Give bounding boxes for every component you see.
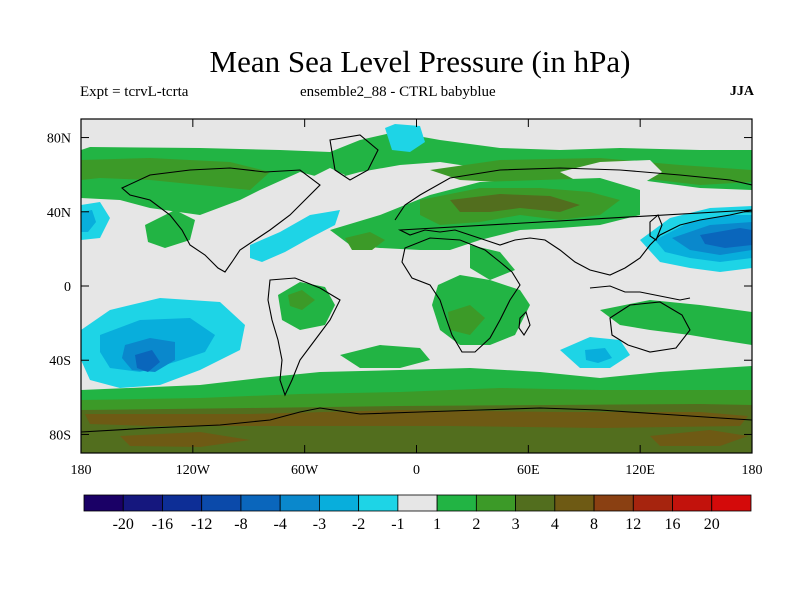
- coastlines: [81, 134, 752, 433]
- coast-madagascar: [518, 310, 531, 337]
- field-sindian-mid: [585, 348, 612, 363]
- colorbar-swatch: [358, 494, 399, 512]
- colorbar-swatch: [279, 494, 320, 512]
- field-eurasia-darker: [450, 194, 580, 212]
- colorbar-label: 16: [665, 516, 681, 533]
- colorbar-swatch: [397, 494, 438, 512]
- colorbar-label: 20: [704, 516, 720, 533]
- field-atlantic-dark: [345, 232, 385, 250]
- lon-tick-label: 120E: [625, 463, 655, 478]
- colorbar: -20 -16 -12 -8 -4 -3 -2 -1 1 2 3 4 8 12 16 20: [83, 494, 752, 533]
- colorbar-label: 1: [433, 516, 441, 533]
- field-sepacific-deepest: [135, 350, 160, 372]
- field-arctic-band: [81, 132, 752, 215]
- colorbar-swatch: [475, 494, 516, 512]
- lon-tick-label: 180: [71, 463, 92, 478]
- field-samerica-dark: [288, 290, 315, 310]
- ensemble-label: ensemble2_88 - CTRL babyblue: [300, 84, 496, 100]
- colorbar-label: -12: [191, 516, 212, 533]
- lon-tick-label: 0: [413, 463, 420, 478]
- field-east-africa: [470, 245, 515, 280]
- colorbar-swatch: [515, 494, 556, 512]
- field-npacific-west-mid: [81, 210, 96, 232]
- colorbar-swatch: [672, 494, 713, 512]
- lon-tick-label: 60W: [291, 463, 319, 478]
- coast-antarctica: [81, 407, 752, 433]
- field-natlantic-cyan: [250, 210, 340, 262]
- experiment-label: Expt = tcrvL-tcrta: [80, 84, 189, 100]
- chart-title: Mean Sea Level Pressure (in hPa): [209, 44, 631, 79]
- coast-greenland: [329, 134, 379, 181]
- colorbar-label: 12: [625, 516, 641, 533]
- colorbar-swatch: [319, 494, 360, 512]
- season-label: JJA: [729, 84, 754, 99]
- field-npacific-east-deepest: [700, 228, 752, 248]
- colorbar-label: -8: [234, 516, 247, 533]
- field-africa-dark: [448, 305, 485, 335]
- coast-indonesia: [589, 285, 691, 301]
- colorbar-label: -4: [274, 516, 287, 533]
- coast-africa: [401, 237, 521, 353]
- axis-ticks: 80N 40N 0 40S 80S 180 120W 60W 0 60E 120E 180: [47, 119, 763, 478]
- colorbar-swatch: [632, 494, 673, 512]
- field-arctic-dark-1: [81, 158, 270, 190]
- colorbar-label: -16: [152, 516, 173, 533]
- field-australia-green: [600, 300, 752, 345]
- field-southern-brown: [85, 410, 748, 428]
- colorbar-label: -2: [352, 516, 365, 533]
- field-pacific-green: [145, 210, 195, 248]
- lat-tick-label: 40S: [49, 354, 71, 369]
- colorbar-swatch: [162, 494, 203, 512]
- lat-tick-label: 80N: [47, 132, 71, 147]
- field-southern-brown-2: [120, 432, 250, 447]
- lat-tick-label: 80S: [49, 428, 71, 443]
- lon-tick-label: 60E: [517, 463, 540, 478]
- field-satlantic-green: [340, 345, 430, 368]
- colorbar-label: 8: [590, 516, 598, 533]
- colorbar-label: -20: [113, 516, 134, 533]
- colorbar-label: -3: [313, 516, 326, 533]
- lat-tick-label: 0: [64, 280, 71, 295]
- colorbar-label: 3: [512, 516, 520, 533]
- field-gap-2: [310, 168, 345, 188]
- colorbar-label: 4: [551, 516, 559, 533]
- coast-japan: [649, 214, 663, 241]
- colorbar-swatch: [83, 494, 124, 512]
- lon-tick-label: 120W: [176, 463, 211, 478]
- coast-australia: [609, 301, 691, 353]
- colorbar-swatch: [554, 494, 595, 512]
- colorbar-swatch: [240, 494, 281, 512]
- colorbar-swatch: [593, 494, 634, 512]
- lon-tick-label: 180: [742, 463, 763, 478]
- pressure-anomaly-fields: [81, 124, 752, 453]
- colorbar-swatch: [122, 494, 163, 512]
- colorbar-swatch: [201, 494, 242, 512]
- colorbar-label: 2: [472, 516, 480, 533]
- coast-south-america: [267, 277, 341, 397]
- colorbar-swatch: [436, 494, 477, 512]
- colorbar-label: -1: [391, 516, 404, 533]
- field-arctic-cyan: [385, 124, 425, 152]
- colorbar-swatch: [711, 494, 752, 512]
- coast-north-america: [121, 167, 321, 273]
- field-southern-brown-3: [650, 430, 748, 446]
- lat-tick-label: 40N: [47, 206, 71, 221]
- coast-europe-asia: [394, 167, 752, 276]
